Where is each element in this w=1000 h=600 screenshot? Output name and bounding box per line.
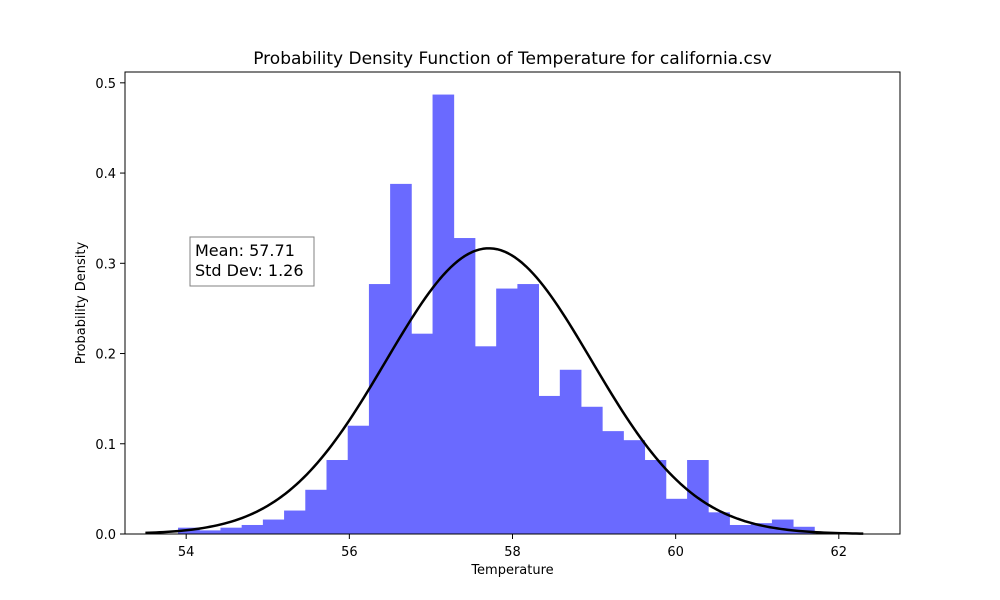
y-tick-label: 0.1 [95,438,116,453]
x-tick-label: 56 [341,545,358,560]
histogram-bar [390,183,412,534]
histogram-bar [538,395,561,534]
annotation-mean: Mean: 57.71 [195,241,295,260]
histogram-bar [432,94,455,534]
y-tick-label: 0.0 [95,528,116,543]
chart-title: Probability Density Function of Temperat… [253,49,772,69]
histogram-bar [602,431,624,534]
x-axis-ticks: 54 56 58 60 62 [178,534,847,560]
histogram-bar [496,288,518,534]
histogram-bar [750,523,773,534]
stats-annotation-box: Mean: 57.71 Std Dev: 1.26 [189,236,315,287]
y-tick-label: 0.2 [95,348,116,363]
histogram-bar [262,519,285,534]
histogram-bar [623,440,646,534]
y-tick-label: 0.3 [95,257,116,272]
normal-pdf-curve [145,247,864,535]
x-tick-label: 54 [178,545,195,560]
x-tick-label: 62 [831,545,848,560]
histogram-bar [453,238,476,534]
histogram-bar [708,512,730,534]
histogram-bar [559,369,582,534]
histogram-bar [665,498,688,534]
histogram-bar [241,524,264,534]
histogram-bar [368,284,391,534]
histogram-bar [199,530,221,534]
histogram-bar [305,489,327,534]
x-tick-label: 58 [504,545,521,560]
histogram-bar [220,527,243,534]
histogram-bar [347,425,370,534]
annotation-frame [189,236,315,287]
histogram-bar [581,406,603,534]
y-axis-label: Probability Density [74,242,89,365]
histogram-bar [729,524,752,534]
x-axis-label: Temperature [470,563,553,578]
y-tick-label: 0.5 [95,77,116,92]
histogram-bar [644,460,667,534]
y-tick-label: 0.4 [95,167,116,182]
histogram-bar [284,510,306,534]
x-tick-label: 60 [667,545,684,560]
annotation-std: Std Dev: 1.26 [195,261,304,280]
y-axis-ticks: 0.0 0.1 0.2 0.3 0.4 0.5 [95,77,125,543]
histogram-bar [474,346,497,534]
histogram-bar [326,460,349,534]
histogram-bar [411,333,433,534]
histogram-bar [517,284,539,534]
histogram-bar [771,519,794,534]
